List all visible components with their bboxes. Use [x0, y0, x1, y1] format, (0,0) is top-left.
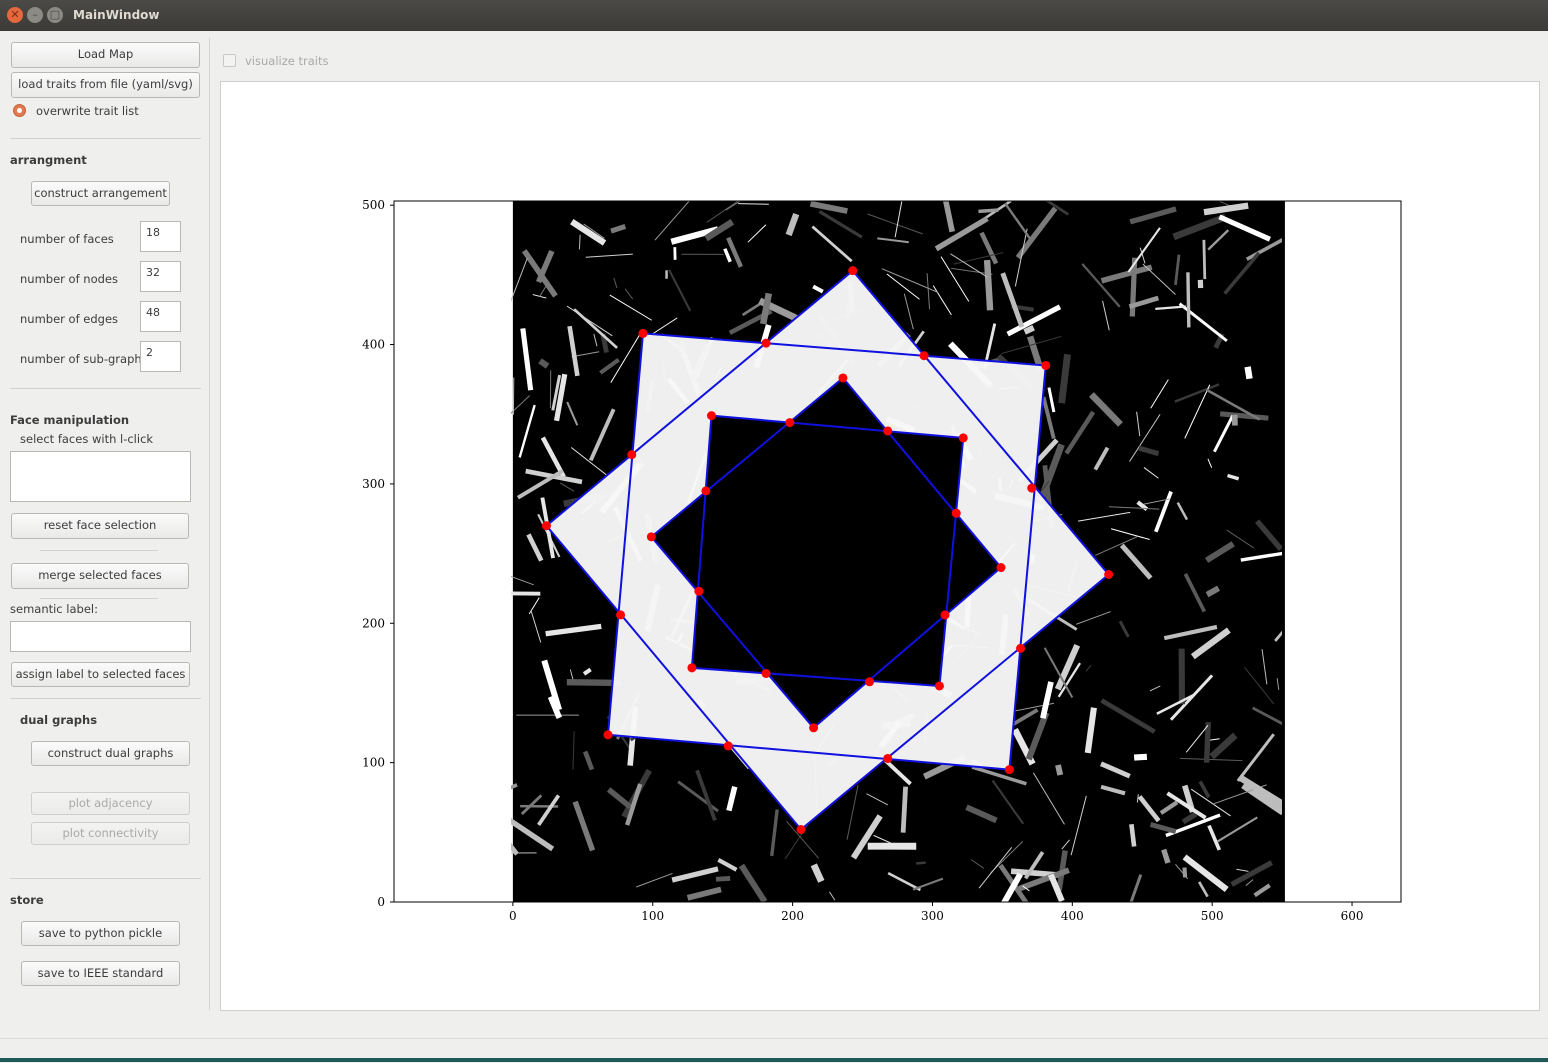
- assign-label-button[interactable]: assign label to selected faces: [11, 662, 190, 687]
- arrangement-header: arrangment: [10, 153, 87, 167]
- close-icon[interactable]: ✕: [7, 7, 23, 23]
- panel-splitter[interactable]: [209, 38, 210, 1010]
- construct-arrangement-button[interactable]: construct arrangement: [31, 181, 170, 206]
- window-title: MainWindow: [73, 8, 160, 22]
- save-pickle-button[interactable]: save to python pickle: [21, 921, 180, 946]
- dual-graphs-header: dual graphs: [20, 713, 97, 727]
- semantic-label-caption: semantic label:: [10, 602, 98, 616]
- faces-count-field[interactable]: 18: [140, 221, 181, 252]
- select-hint: select faces with l-click: [20, 432, 153, 446]
- visualize-traits-checkbox[interactable]: [223, 54, 236, 67]
- edges-count-label: number of edges: [20, 312, 118, 326]
- load-traits-button[interactable]: load traits from file (yaml/svg): [11, 72, 200, 98]
- selected-faces-list[interactable]: [10, 451, 191, 502]
- divider: [40, 598, 158, 599]
- minimize-icon[interactable]: –: [27, 7, 43, 23]
- nodes-count-label: number of nodes: [20, 272, 118, 286]
- divider: [10, 388, 201, 389]
- plot-adjacency-button[interactable]: plot adjacency: [31, 792, 190, 815]
- faces-count-label: number of faces: [20, 232, 114, 246]
- subgraphs-count-field[interactable]: 2: [140, 341, 181, 372]
- load-map-button[interactable]: Load Map: [11, 42, 200, 68]
- desktop-strip: [0, 1058, 1548, 1062]
- control-panel: Load Map load traits from file (yaml/svg…: [0, 31, 210, 1021]
- divider: [40, 550, 158, 551]
- nodes-count-field[interactable]: 32: [140, 261, 181, 292]
- store-header: store: [10, 893, 44, 907]
- maximize-icon[interactable]: □: [47, 7, 63, 23]
- plot-canvas[interactable]: [220, 81, 1540, 1011]
- subgraphs-count-label: number of sub-graphs: [20, 352, 148, 366]
- overwrite-radio[interactable]: [13, 104, 26, 117]
- plot-connectivity-button[interactable]: plot connectivity: [31, 822, 190, 845]
- semantic-label-input[interactable]: [10, 621, 191, 652]
- face-manipulation-header: Face manipulation: [10, 413, 129, 427]
- visualize-traits-label: visualize traits: [245, 54, 328, 68]
- save-ieee-button[interactable]: save to IEEE standard: [21, 961, 180, 986]
- construct-dual-graphs-button[interactable]: construct dual graphs: [31, 741, 190, 766]
- overwrite-label: overwrite trait list: [36, 104, 139, 118]
- divider: [10, 698, 201, 699]
- title-bar: ✕ – □ MainWindow: [0, 0, 1548, 31]
- reset-face-selection-button[interactable]: reset face selection: [11, 513, 189, 539]
- divider: [10, 878, 201, 879]
- divider: [10, 138, 201, 139]
- merge-faces-button[interactable]: merge selected faces: [11, 563, 189, 589]
- edges-count-field[interactable]: 48: [140, 301, 181, 332]
